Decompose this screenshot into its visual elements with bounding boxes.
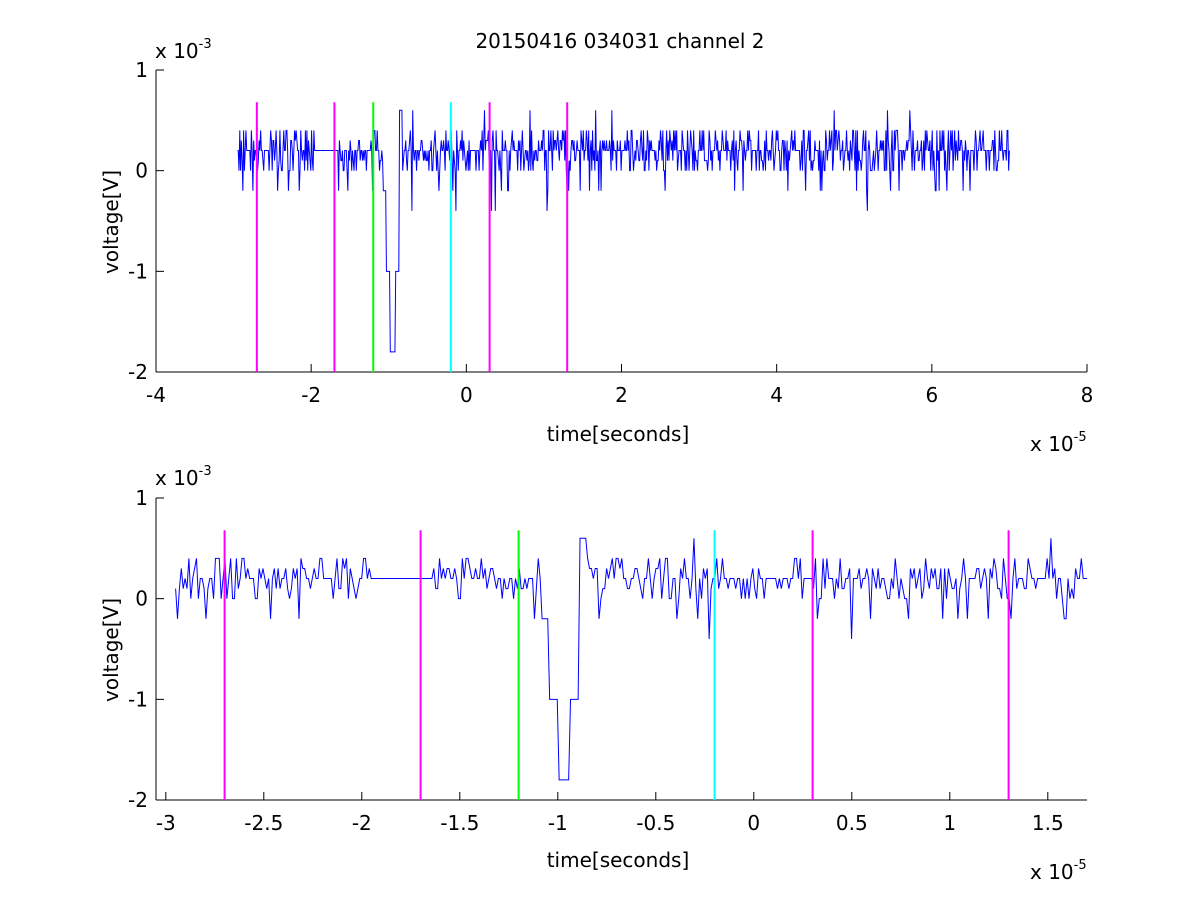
x-tick-label: -2 [301,383,321,407]
y-tick-label: 0 [135,159,148,183]
x-tick-label: -1 [548,811,568,835]
x-tick-label: -0.5 [636,811,675,835]
top-y-exponent-label: x 10-3 [155,37,212,63]
x-tick-label: -4 [146,383,166,407]
x-tick-label: -2.5 [244,811,283,835]
y-tick-label: -1 [128,259,148,283]
x-tick-label: 0 [460,383,473,407]
x-tick-label: -3 [156,811,176,835]
bottom-y-exponent-label: x 10-3 [155,464,212,490]
x-tick-label: 8 [1081,383,1094,407]
bottom-x-exponent-label: x 10-5 [1030,858,1087,884]
y-tick-label: -2 [128,788,148,812]
bottom-subplot: time[seconds] voltage[V] x 10-3 x 10-5 -… [99,464,1087,884]
x-tick-label: 1.5 [1032,811,1064,835]
x-tick-label: -2 [352,811,372,835]
bottom-y-axis-label: voltage[V] [99,598,123,702]
y-tick-label: 1 [135,58,148,82]
y-tick-label: 1 [135,486,148,510]
top-subplot: time[seconds] voltage[V] x 10-3 x 10-5 -… [99,37,1093,456]
x-tick-label: 4 [770,383,783,407]
x-tick-label: 0.5 [836,811,868,835]
x-tick-label: 2 [615,383,628,407]
top-x-axis-label: time[seconds] [547,422,690,446]
signal-trace [237,109,1010,353]
top-x-exponent-label: x 10-5 [1030,430,1087,456]
bottom-x-axis-label: time[seconds] [547,848,690,872]
x-tick-label: 6 [925,383,938,407]
x-tick-label: 0 [747,811,760,835]
signal-trace [175,537,1087,781]
x-tick-label: -1.5 [440,811,479,835]
y-tick-label: 0 [135,587,148,611]
chart-title: 20150416 034031 channel 2 [475,29,764,53]
x-tick-label: 1 [943,811,956,835]
top-y-axis-label: voltage[V] [99,170,123,274]
y-tick-label: -2 [128,360,148,384]
y-tick-label: -1 [128,687,148,711]
